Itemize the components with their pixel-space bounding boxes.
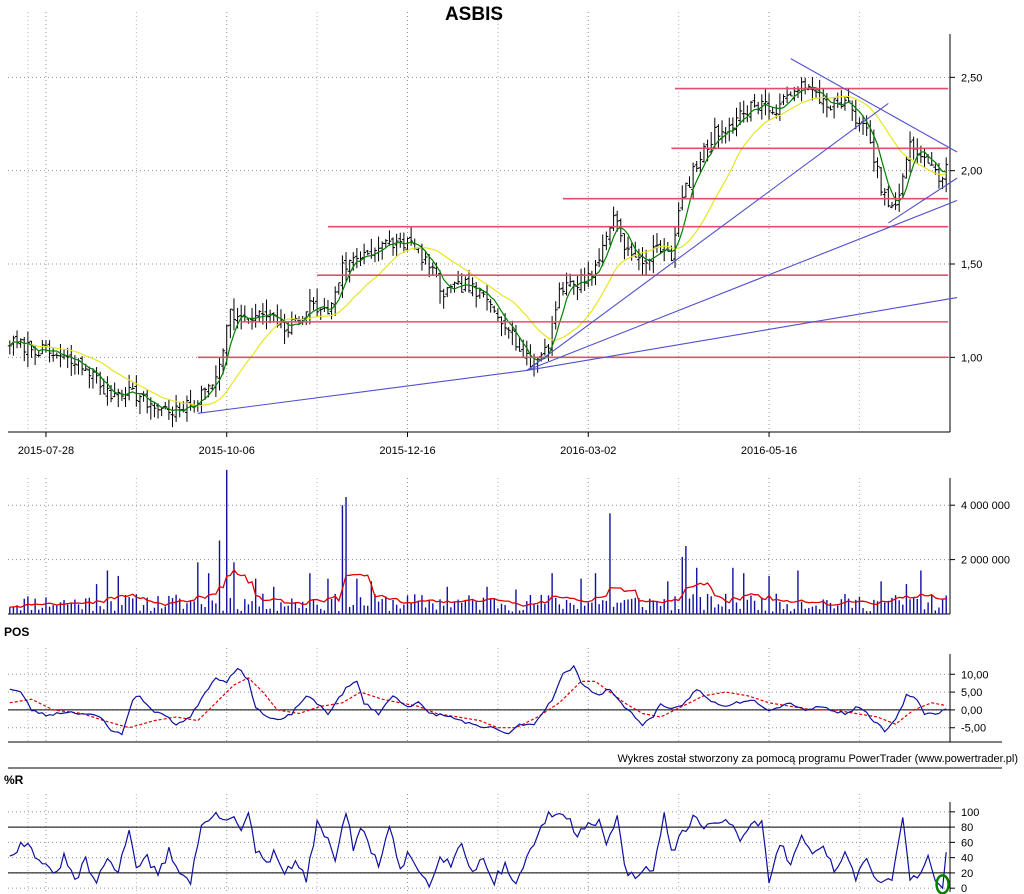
pos-panel-title: POS [4, 625, 29, 639]
chart-title: ASBIS [445, 4, 503, 25]
volume-average-line [9, 568, 947, 608]
credit-text: Wykres został stworzony za pomocą progra… [617, 753, 1018, 765]
trendline [197, 369, 527, 414]
pos-line [9, 664, 947, 736]
y-tick-label: 2 000 000 [961, 555, 1010, 567]
trendline [526, 103, 889, 371]
trendline [790, 58, 958, 153]
wr-panel: 100 80 60 40 20 0 [8, 794, 979, 894]
price-panel: 1,00 1,50 2,00 2,50 2015-07-28 2015-10-06 2015… [7, 12, 982, 457]
y-tick-label: 4 000 000 [961, 500, 1010, 512]
y-tick-label: 20 [961, 868, 973, 880]
y-tick-label: 0 [961, 883, 967, 894]
y-tick-label: 2,50 [961, 72, 982, 84]
ma-slow-line [9, 95, 947, 407]
wr-line [9, 810, 947, 890]
highlight-marker [935, 874, 950, 894]
ma-fast-line [9, 86, 947, 412]
trendline [526, 297, 958, 371]
y-tick-label: 1,50 [961, 259, 982, 271]
y-tick-label: 100 [961, 807, 979, 819]
y-tick-label: 0,00 [961, 705, 982, 717]
wr-panel-title: %R [4, 773, 24, 787]
y-tick-label: 2,00 [961, 166, 982, 178]
x-tick-label: 2016-03-02 [560, 445, 616, 457]
y-tick-label: 5,00 [961, 687, 982, 699]
x-tick-label: 2015-12-16 [379, 445, 435, 457]
pos-signal-line [9, 677, 947, 729]
x-tick-label: 2016-05-16 [741, 445, 797, 457]
trendline [526, 200, 958, 371]
x-tick-label: 2015-07-28 [18, 445, 74, 457]
volume-panel: 2 000 000 4 000 000 [8, 469, 1010, 615]
y-tick-label: 60 [961, 837, 973, 849]
y-tick-label: 1,00 [961, 352, 982, 364]
pos-panel: 10,00 5,00 0,00 -5,00 [8, 648, 1002, 769]
y-tick-label: 80 [961, 822, 973, 834]
trendline [888, 177, 958, 224]
x-tick-label: 2015-10-06 [199, 445, 255, 457]
y-tick-label: -5,00 [961, 723, 986, 735]
y-tick-label: 40 [961, 853, 973, 865]
y-tick-label: 10,00 [961, 669, 989, 681]
